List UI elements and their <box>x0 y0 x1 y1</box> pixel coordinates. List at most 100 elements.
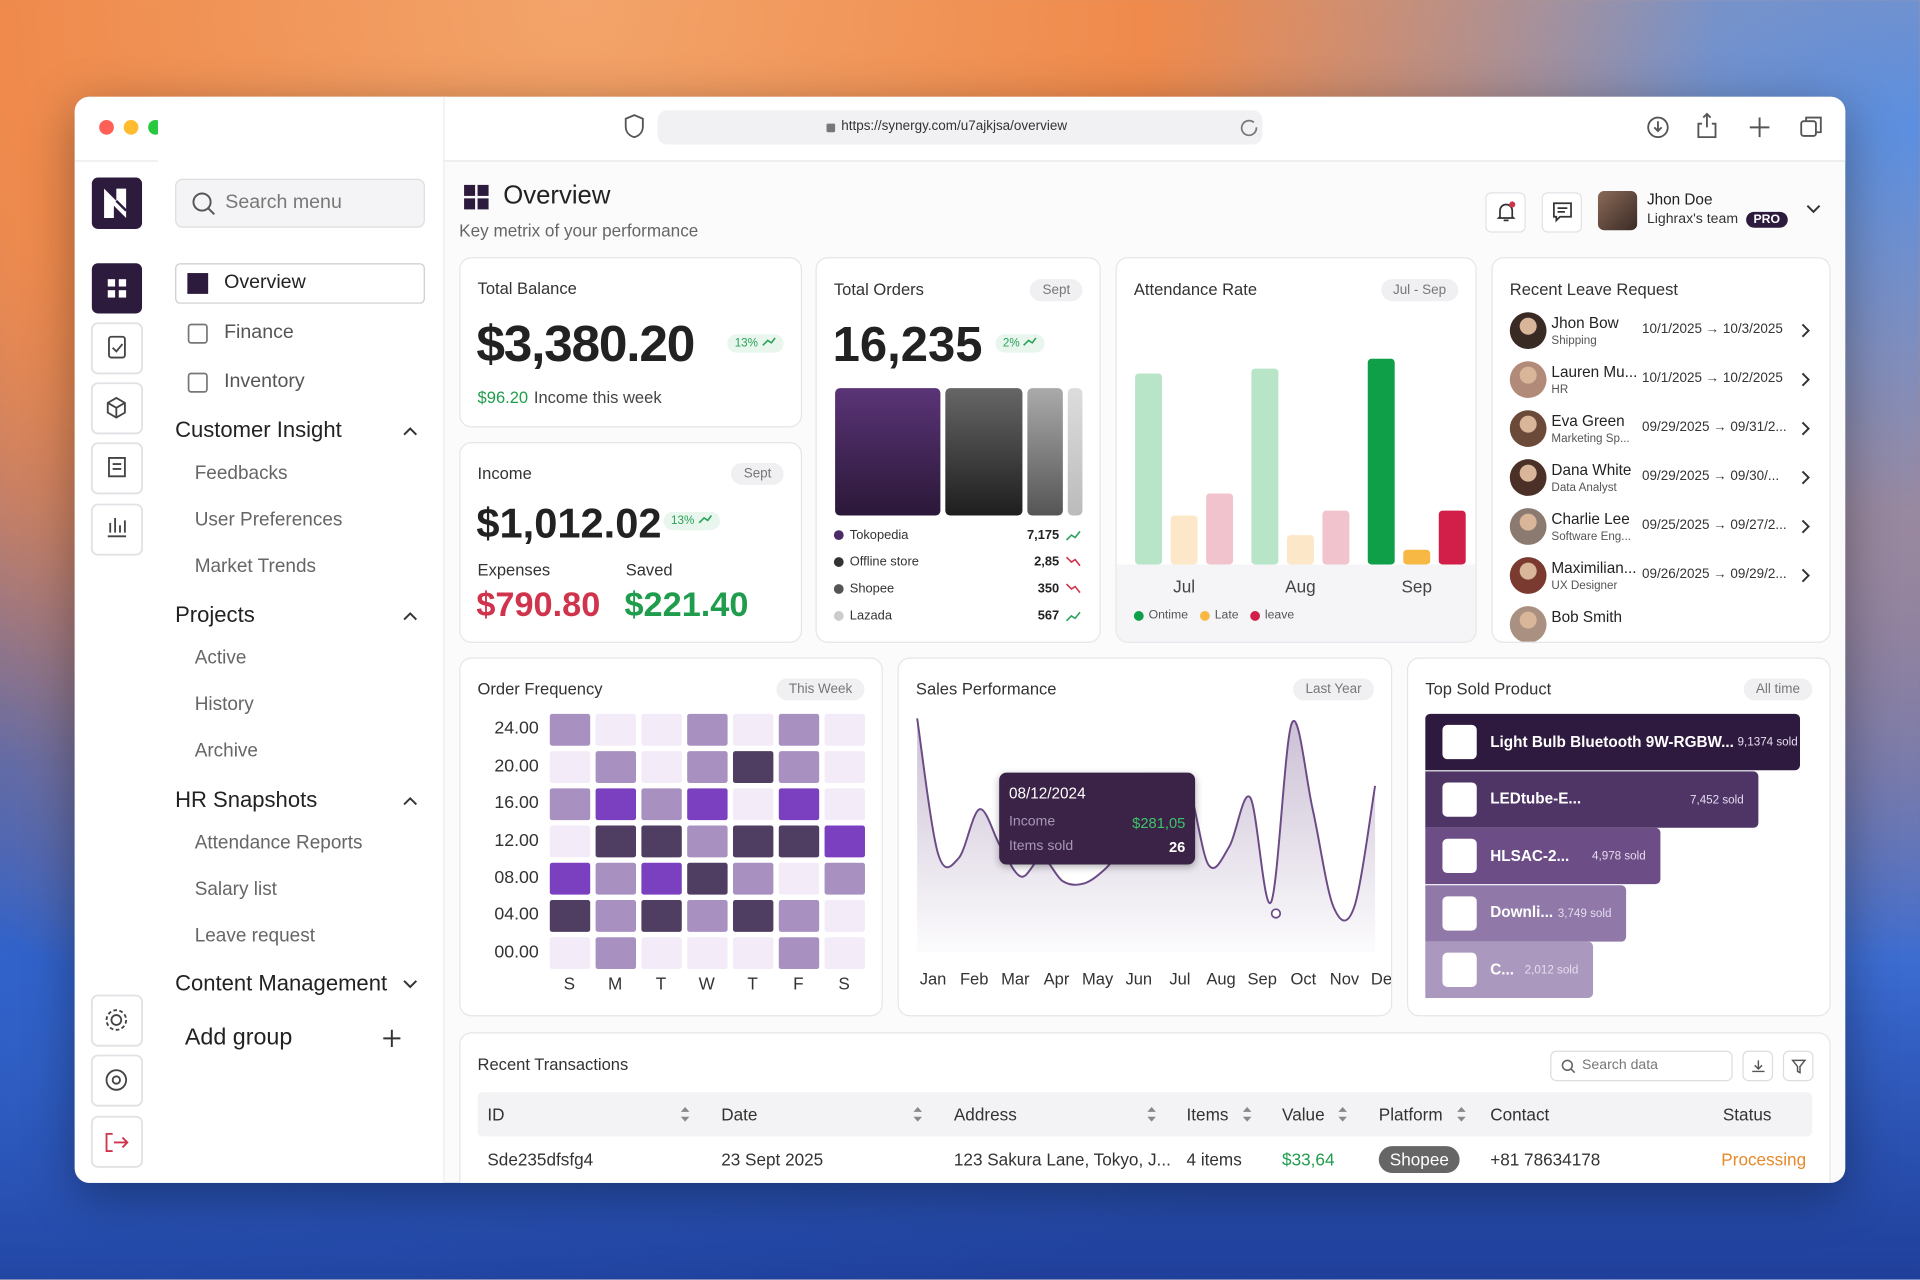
heatmap <box>549 713 865 970</box>
download-button[interactable] <box>1742 1050 1774 1082</box>
column-header[interactable]: Address <box>953 1103 1017 1124</box>
transactions-card: Recent Transactions Search data ID Date Addr… <box>459 1032 1831 1183</box>
saved-value: $221.40 <box>624 585 749 624</box>
x-tick-label: T <box>747 972 758 993</box>
nav-sub-item[interactable]: Market Trends <box>194 555 316 577</box>
heat-cell <box>687 788 728 821</box>
employee-name: Bob Smith <box>1551 607 1623 626</box>
heat-cell <box>595 713 637 746</box>
plus <box>383 1029 401 1047</box>
chev <box>1801 421 1810 436</box>
period-pill[interactable]: This Week <box>776 678 865 701</box>
chev <box>1801 568 1810 583</box>
period-pill[interactable]: Sept <box>731 462 784 485</box>
avatar <box>1509 410 1547 447</box>
nav-sub-item[interactable]: Attendance Reports <box>194 832 363 854</box>
period-pill[interactable]: All time <box>1743 678 1813 701</box>
expenses-label: Expenses <box>477 560 551 580</box>
main: Overview Key metrix of your performance Jh… <box>75 97 1846 1183</box>
arrows <box>1457 1106 1466 1122</box>
column-header[interactable]: Platform <box>1378 1103 1443 1124</box>
nav-icon-shape <box>187 323 208 344</box>
x-tick-label: Oct <box>1290 969 1317 989</box>
add-group[interactable]: Add group <box>184 1024 293 1051</box>
column-header[interactable]: Date <box>721 1103 758 1124</box>
period-pill[interactable]: Jul - Sep <box>1380 279 1459 302</box>
employee-name: Lauren Mu... <box>1551 363 1638 381</box>
search-icon <box>192 192 215 215</box>
notifications-button[interactable] <box>1485 192 1526 233</box>
tooltip-marker <box>1270 908 1282 919</box>
nav-active[interactable] <box>175 263 425 304</box>
column-header[interactable]: ID <box>487 1103 505 1124</box>
glyph <box>1752 1060 1765 1073</box>
x-tick-label: Feb <box>959 969 989 989</box>
avatar <box>1509 361 1547 398</box>
arrows <box>913 1106 923 1122</box>
column-header[interactable]: Status <box>1722 1103 1772 1124</box>
x-tick-label: Aug <box>1285 576 1316 596</box>
change-badge: 13% <box>727 334 784 353</box>
x-tick-label: Sep <box>1401 576 1432 596</box>
product-bar: Downli... 3,749 sold <box>1425 884 1627 942</box>
bar <box>1251 368 1279 565</box>
nav-sub-item[interactable]: Active <box>194 647 247 669</box>
period-pill[interactable]: Last Year <box>1293 678 1374 701</box>
bar <box>1206 493 1234 565</box>
heat-cell <box>687 751 728 783</box>
search-menu[interactable]: Search menu <box>175 178 425 228</box>
filter-button[interactable] <box>1782 1050 1814 1082</box>
heat-cell <box>732 900 774 932</box>
messages-button[interactable] <box>1541 192 1583 233</box>
nav-item[interactable]: Inventory <box>224 371 305 393</box>
nav-sub-item[interactable]: History <box>194 693 254 715</box>
x-tick-label: Jul <box>1173 576 1196 596</box>
nav-item[interactable]: Finance <box>224 322 294 344</box>
expenses-value: $790.80 <box>476 585 601 624</box>
card-title: Order Frequency <box>477 679 603 698</box>
product-name: Downli... <box>1490 903 1554 921</box>
product-thumb <box>1442 895 1477 931</box>
nav-sub-item[interactable]: Salary list <box>194 878 277 900</box>
channel-value: 7,175 <box>1027 527 1060 543</box>
group-title[interactable]: Projects <box>175 602 255 628</box>
group-title[interactable]: HR Snapshots <box>175 787 318 813</box>
nav-sub-item[interactable]: Archive <box>194 740 258 762</box>
employee-name: Jhon Bow <box>1551 314 1619 332</box>
nav-sub-item[interactable]: Feedbacks <box>194 462 288 484</box>
table-cell: Processing <box>1721 1149 1807 1169</box>
x-tick-label: Des <box>1370 969 1393 989</box>
arrows <box>1242 1106 1252 1122</box>
channel-block <box>1067 388 1083 516</box>
y-tick-label: 24.00 <box>494 719 539 739</box>
orders-value: 16,235 <box>832 318 983 373</box>
group-title[interactable]: Customer Insight <box>175 417 342 443</box>
nav-sub-item[interactable]: Leave request <box>194 925 316 947</box>
period-pill[interactable]: Sept <box>1030 279 1083 302</box>
url[interactable]: https://synergy.com/u7ajkjsa/overview <box>841 118 1068 134</box>
legend-dot <box>1200 611 1210 621</box>
y-tick-label: 16.00 <box>494 793 539 814</box>
avatar <box>1509 557 1547 594</box>
handle <box>207 207 215 215</box>
search-data[interactable]: Search data <box>1550 1050 1733 1082</box>
nav-item[interactable]: Overview <box>224 272 306 294</box>
nav-sub-item[interactable]: User Preferences <box>194 509 343 530</box>
column-header[interactable]: Items <box>1186 1103 1229 1124</box>
column-header[interactable]: Contact <box>1490 1103 1550 1124</box>
total-orders-card: Total Orders Sept 16,235 2% Tokopedia 7,175 O… <box>815 257 1101 643</box>
column-header[interactable]: Value <box>1282 1103 1325 1124</box>
change-text: 2% <box>1002 336 1020 351</box>
sort-icon <box>680 1106 690 1122</box>
group-title[interactable]: Content Management <box>175 971 388 996</box>
sidebar: Search menu Overview Finance Inventory Custo… <box>157 96 445 1183</box>
legend-dot <box>833 557 844 567</box>
sort-icon <box>1242 1106 1252 1122</box>
employee-name: Maximilian... <box>1551 558 1637 577</box>
leave-dates: 09/26/2025 → 09/29/2... <box>1642 567 1787 583</box>
bar <box>1135 373 1163 565</box>
card-title: Top Sold Product <box>1425 679 1552 698</box>
product-sold: 2,012 sold <box>1524 964 1579 978</box>
